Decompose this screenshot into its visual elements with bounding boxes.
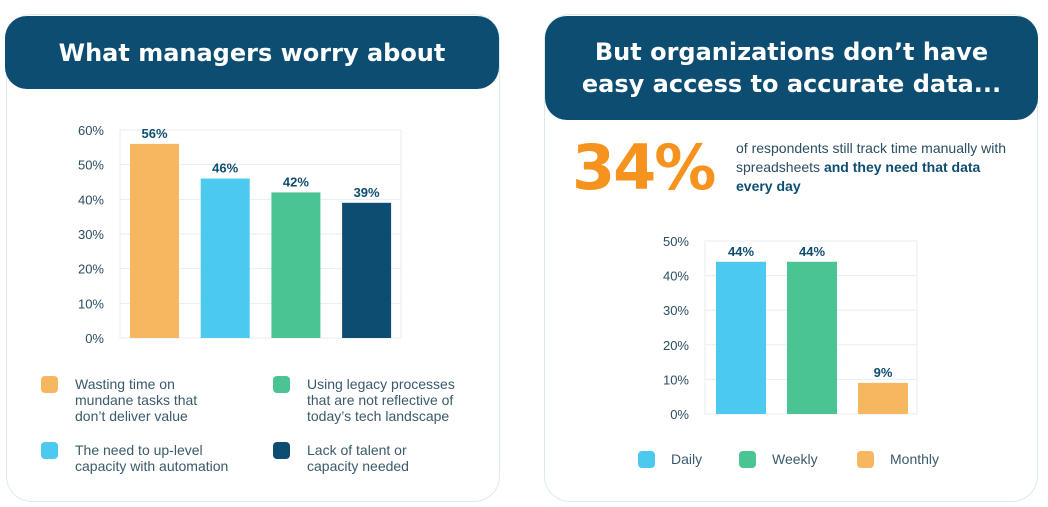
legend-swatch-green — [739, 451, 756, 468]
data-label: 44% — [799, 244, 825, 259]
y-tick-label: 0% — [85, 331, 104, 346]
legend-label: Weekly — [772, 451, 818, 467]
bar — [200, 178, 250, 338]
legend-label: Using legacy processes that are not refl… — [307, 376, 455, 424]
legend-swatch-green — [273, 376, 290, 393]
y-tick-label: 10% — [663, 372, 689, 387]
bar — [342, 202, 392, 338]
legend-swatch-orange — [41, 376, 58, 393]
data-label: 56% — [141, 126, 167, 141]
legend-item-monthly: Monthly — [857, 451, 939, 468]
data-label: 9% — [874, 365, 893, 380]
stat-value: 34% — [572, 131, 716, 204]
legend-label: Monthly — [890, 451, 940, 467]
legend-swatch-blue — [638, 451, 655, 468]
y-tick-label: 40% — [663, 269, 689, 284]
data-label: 46% — [212, 161, 238, 176]
y-tick-label: 20% — [663, 338, 689, 353]
legend-label: Wasting time on mundane tasks that don’t… — [75, 376, 198, 424]
legend-swatch-orange — [857, 451, 874, 468]
legend-label: Daily — [671, 451, 703, 467]
y-tick-label: 20% — [78, 262, 104, 277]
legend-item-up-level-capacity: The need to up-level capacity with autom… — [41, 442, 250, 474]
legend-item-weekly: Weekly — [739, 451, 818, 468]
data-label: 44% — [728, 244, 754, 259]
legend-swatch-navy — [273, 442, 290, 459]
bar — [858, 382, 908, 414]
legend-swatch-blue — [41, 442, 58, 459]
data-label: 39% — [354, 185, 380, 200]
y-tick-label: 30% — [78, 227, 104, 242]
legend-item-wasting-time: Wasting time on mundane tasks that don’t… — [41, 376, 225, 424]
y-tick-label: 50% — [663, 234, 689, 249]
stat-text-bold: and they need that data every day — [736, 159, 981, 194]
y-tick-label: 60% — [78, 123, 104, 138]
right-panel-title: But organizations don’t have easy access… — [545, 16, 1038, 120]
stat-description: of respondents still track time manually… — [736, 139, 1020, 196]
legend-label: The need to up-level capacity with autom… — [75, 442, 229, 474]
bar — [787, 261, 837, 414]
left-panel-title: What managers worry about — [5, 16, 499, 89]
left-panel — [6, 14, 500, 502]
data-label: 42% — [283, 174, 309, 189]
stat-text-regular: of respondents still track time manually… — [736, 140, 1006, 175]
y-tick-label: 40% — [78, 192, 104, 207]
legend-item-legacy-processes: Using legacy processes that are not refl… — [273, 376, 482, 424]
y-tick-label: 30% — [663, 303, 689, 318]
bar — [271, 192, 321, 338]
legend-label: Lack of talent or capacity needed — [307, 442, 409, 474]
legend-item-lack-of-talent: Lack of talent or capacity needed — [273, 442, 457, 474]
bar — [130, 143, 179, 338]
legend-item-daily: Daily — [638, 451, 702, 468]
y-tick-label: 50% — [78, 158, 104, 173]
bar — [716, 261, 766, 414]
y-tick-label: 0% — [670, 407, 689, 422]
y-tick-label: 10% — [78, 296, 104, 311]
